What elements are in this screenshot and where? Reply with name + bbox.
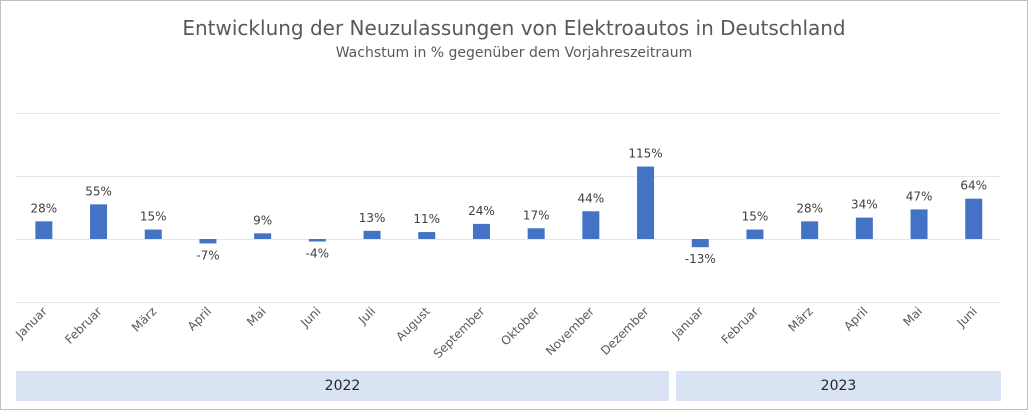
bar — [965, 198, 983, 239]
x-tick-label: Juli — [355, 304, 378, 327]
data-label: 11% — [413, 212, 440, 226]
data-label: 28% — [796, 201, 823, 215]
data-label: 13% — [359, 211, 386, 225]
chart-title: Entwicklung der Neuzulassungen von Elekt… — [182, 16, 846, 40]
data-label: 47% — [906, 189, 933, 203]
x-tick-label: Oktober — [498, 304, 542, 348]
bar — [363, 230, 381, 239]
x-tick-label: November — [543, 304, 597, 358]
bar — [472, 223, 490, 239]
data-label: 28% — [31, 201, 58, 215]
data-label: 24% — [468, 204, 495, 218]
data-label: 15% — [742, 210, 769, 224]
bar — [910, 209, 928, 239]
x-tick-label: Mai — [244, 304, 269, 329]
x-tick-label: Februar — [719, 304, 762, 347]
data-label: 9% — [253, 213, 272, 227]
data-label: 34% — [851, 198, 878, 212]
data-label: 115% — [628, 147, 662, 161]
bar — [254, 233, 272, 239]
x-tick-label: September — [431, 304, 488, 361]
data-label: 15% — [140, 210, 167, 224]
bar — [144, 229, 162, 239]
x-tick-label: April — [185, 304, 214, 333]
bars — [35, 166, 983, 248]
bar — [855, 217, 873, 239]
x-tick-label: Januar — [12, 304, 50, 342]
bar — [691, 239, 709, 248]
bar — [801, 221, 819, 239]
x-tick-label: Juni — [297, 304, 323, 330]
data-label: -13% — [685, 252, 716, 266]
x-tick-label: März — [785, 304, 815, 334]
year-label-2022: 2022 — [324, 378, 361, 394]
data-label: 55% — [85, 184, 112, 198]
bar — [199, 239, 217, 244]
x-tick-label: Mai — [900, 304, 925, 329]
bar — [308, 239, 326, 242]
bar — [527, 228, 545, 239]
data-label: 64% — [960, 179, 987, 193]
x-tick-label: April — [841, 304, 870, 333]
year-label-2023: 2023 — [820, 378, 857, 394]
data-label: -4% — [306, 247, 329, 261]
bar — [582, 211, 600, 239]
data-label: 44% — [578, 191, 605, 205]
bar — [35, 221, 53, 239]
x-tick-labels: Januar Februar März April Mai Juni Juli AugustS… — [12, 304, 980, 361]
x-tick-label: Januar — [669, 304, 707, 342]
gridlines — [16, 113, 1001, 303]
data-label: 17% — [523, 208, 550, 222]
chart-subtitle: Wachstum in % gegenüber dem Vorjahreszei… — [335, 45, 693, 61]
x-tick-label: März — [129, 304, 159, 334]
bar — [746, 229, 764, 239]
x-tick-label: Juni — [954, 304, 980, 330]
bar — [418, 232, 436, 239]
data-labels: 28% 55% 15% -7% 9% -4% 13% 11% 24% 17% 44% 115% -13%… — [31, 147, 988, 267]
year-band-2022: 2022 — [16, 371, 669, 401]
x-tick-label: August — [393, 304, 433, 344]
year-band-2023: 2023 — [676, 371, 1001, 401]
x-tick-label: Dezember — [598, 304, 652, 358]
data-label: -7% — [196, 248, 219, 262]
bar — [637, 166, 655, 239]
x-tick-label: Februar — [62, 304, 105, 347]
bar — [90, 204, 108, 239]
